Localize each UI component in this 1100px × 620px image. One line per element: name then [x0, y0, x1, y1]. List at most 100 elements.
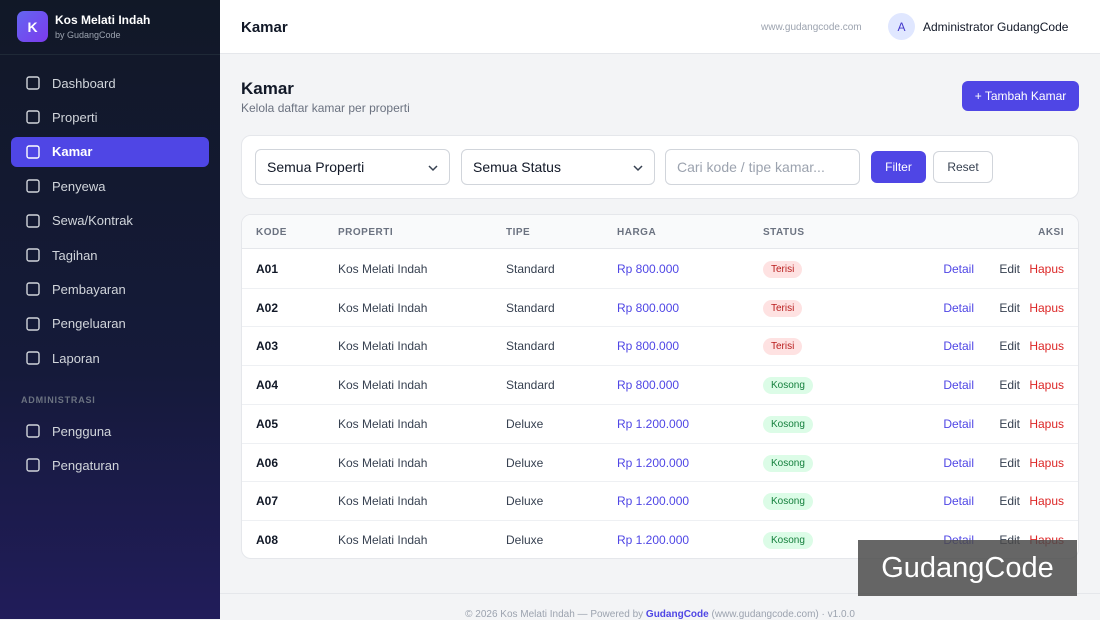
price: Rp 1.200.000	[617, 532, 690, 547]
action-detail[interactable]: Detail	[943, 262, 974, 276]
room-code: A05	[256, 416, 279, 431]
row-divider	[242, 326, 1078, 328]
column-header: AKSI	[1038, 227, 1064, 238]
menu-item[interactable]: Pengeluaran	[11, 309, 209, 339]
status-badge: Terisi	[763, 261, 803, 278]
table-card: KODE PROPERTI TIPE HARGA STATUS AKSI A01 Kos Me…	[241, 214, 1079, 559]
menu-item[interactable]: Pembayaran	[11, 274, 209, 304]
property: Kos Melati Indah	[338, 300, 428, 315]
property-select-label: Semua Properti	[267, 159, 365, 175]
action-delete[interactable]: Hapus	[1029, 339, 1064, 354]
page-title: Kamar	[241, 79, 294, 98]
row-divider	[242, 481, 1078, 483]
user-name[interactable]: Administrator GudangCode	[923, 20, 1069, 34]
room-code: A07	[256, 494, 279, 509]
add-button[interactable]: + Tambah Kamar	[962, 81, 1079, 111]
status-badge: Terisi	[763, 299, 803, 317]
action-delete[interactable]: Hapus	[1029, 300, 1064, 315]
room-code: A02	[256, 300, 279, 315]
menu-item[interactable]: Kamar	[11, 136, 209, 167]
room-type: Deluxe	[506, 416, 544, 431]
menu-icon	[26, 282, 40, 297]
footer-text: © 2026 Kos Melati Indah — Powered by	[465, 609, 644, 620]
menu-icon	[26, 248, 40, 262]
status-badge: Kosong	[763, 493, 813, 511]
row-divider	[242, 403, 1078, 405]
property: Kos Melati Indah	[338, 416, 428, 431]
menu-item[interactable]: Pengaturan	[11, 450, 209, 480]
action-detail[interactable]: Detail	[943, 339, 974, 354]
filter-button[interactable]: Filter	[871, 151, 926, 183]
search-input[interactable]: Cari kode / tipe kamar...	[665, 149, 860, 185]
table-header	[242, 215, 1078, 249]
action-delete[interactable]: Hapus	[1029, 262, 1064, 276]
action-detail[interactable]: Detail	[943, 494, 974, 509]
row-divider	[242, 442, 1078, 444]
row-divider	[242, 365, 1078, 367]
menu-icon	[26, 317, 40, 331]
footer-rest: (www.gudangcode.com) · v1.0.0	[711, 609, 855, 620]
column-header: KODE	[256, 227, 287, 238]
chevron	[428, 165, 438, 172]
status-badge: Kosong	[763, 377, 813, 395]
menu-item[interactable]: Pengguna	[11, 416, 209, 446]
menu-icon	[26, 424, 40, 438]
action-edit[interactable]: Edit	[999, 300, 1020, 315]
action-delete[interactable]: Hapus	[1029, 416, 1064, 431]
action-delete[interactable]: Hapus	[1029, 494, 1064, 509]
property: Kos Melati Indah	[338, 378, 428, 393]
menu-item[interactable]: Tagihan	[11, 240, 209, 270]
action-detail[interactable]: Detail	[943, 300, 974, 315]
menu-icon	[26, 458, 40, 473]
price: Rp 800.000	[617, 339, 680, 354]
filter-card: Semua Properti Semua Status Cari kode / …	[241, 135, 1079, 199]
price: Rp 1.200.000	[617, 455, 690, 470]
action-delete[interactable]: Hapus	[1029, 378, 1064, 393]
byline: by GudangCode	[55, 30, 121, 40]
action-edit[interactable]: Edit	[999, 455, 1020, 470]
menu-icon	[26, 351, 40, 365]
status-badge: Kosong	[763, 531, 813, 549]
menu-item[interactable]: Penyewa	[11, 171, 209, 201]
property: Kos Melati Indah	[338, 494, 428, 509]
action-edit[interactable]: Edit	[999, 378, 1020, 393]
room-code: A01	[256, 262, 279, 276]
property: Kos Melati Indah	[338, 339, 428, 354]
site-link[interactable]: www.gudangcode.com	[761, 22, 862, 33]
room-code: A04	[256, 378, 279, 393]
sidebar: K Kos Melati Indah by GudangCode ADMINIS…	[0, 0, 220, 619]
column-header: STATUS	[763, 227, 805, 238]
action-edit[interactable]: Edit	[999, 339, 1020, 354]
room-type: Standard	[506, 262, 555, 276]
menu-item[interactable]: Properti	[11, 102, 209, 132]
menu-item[interactable]: Dashboard	[11, 68, 209, 98]
action-edit[interactable]: Edit	[999, 416, 1020, 431]
action-detail[interactable]: Detail	[943, 378, 974, 393]
room-type: Deluxe	[506, 455, 544, 470]
footer-link[interactable]: GudangCode	[645, 609, 709, 620]
room-code: A06	[256, 455, 279, 470]
price: Rp 800.000	[617, 378, 680, 393]
avatar[interactable]: A	[888, 13, 915, 40]
action-delete[interactable]: Hapus	[1029, 455, 1064, 470]
section-label: ADMINISTRASI	[21, 395, 96, 405]
room-code: A08	[256, 532, 279, 547]
room-type: Deluxe	[506, 532, 544, 547]
status-select[interactable]: Semua Status	[461, 149, 655, 185]
property: Kos Melati Indah	[338, 262, 428, 276]
action-detail[interactable]: Detail	[943, 455, 974, 470]
room-type: Standard	[506, 339, 555, 354]
reset-button[interactable]: Reset	[933, 151, 993, 183]
action-detail[interactable]: Detail	[943, 416, 974, 431]
property-select[interactable]: Semua Properti	[255, 149, 450, 185]
status-badge: Kosong	[763, 454, 813, 472]
menu-item[interactable]: Laporan	[11, 343, 209, 373]
menu-icon	[26, 213, 40, 228]
status-badge: Kosong	[763, 415, 813, 433]
menu-item[interactable]: Sewa/Kontrak	[11, 206, 209, 236]
room-type: Deluxe	[506, 494, 544, 509]
action-edit[interactable]: Edit	[999, 262, 1020, 276]
action-edit[interactable]: Edit	[999, 494, 1020, 509]
price: Rp 1.200.000	[617, 416, 690, 431]
